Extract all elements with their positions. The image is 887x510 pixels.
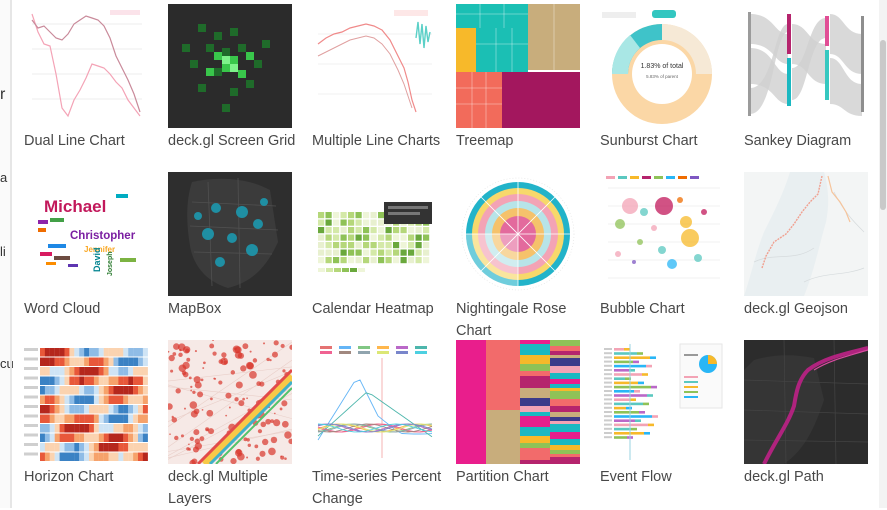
gallery-card-title: Calendar Heatmap xyxy=(312,301,434,317)
calendar-heatmap-thumbnail xyxy=(312,172,436,296)
gallery-card-bubble-chart[interactable]: Bubble Chart xyxy=(600,172,724,332)
gallery-card-title: Horizon Chart xyxy=(24,469,114,485)
gallery-card-deckgl-screen-grid[interactable]: deck.gl Screen Grid xyxy=(168,4,295,164)
sunburst-chart-thumbnail: 1.83% of total 5.83% of parent xyxy=(600,4,724,128)
gallery-card-title: MapBox xyxy=(168,301,222,317)
event-flow-thumbnail xyxy=(600,340,724,464)
gallery-card-title: Partition Chart xyxy=(456,469,549,485)
horizon-chart-thumbnail xyxy=(24,340,148,464)
bubble-chart-thumbnail xyxy=(600,172,724,296)
multiple-line-charts-thumbnail xyxy=(312,4,436,128)
left-panel-text-fragment: r xyxy=(0,86,6,103)
sankey-diagram-thumbnail xyxy=(744,4,868,128)
scrollbar-thumb[interactable] xyxy=(880,40,886,210)
gallery-card-deckgl-geojson[interactable]: deck.gl Geojson xyxy=(744,172,868,332)
page-scrollbar[interactable] xyxy=(879,0,887,508)
gallery-card-title: Multiple Line Charts xyxy=(312,133,441,149)
treemap-thumbnail xyxy=(456,4,580,128)
left-panel-text-fragment: a xyxy=(0,170,8,185)
time-series-percent-change-thumbnail xyxy=(312,340,436,464)
gallery-card-title: Dual Line Chart xyxy=(24,133,125,149)
gallery-card-deckgl-multiple-layers[interactable]: deck.gl Multiple Layers xyxy=(168,340,292,507)
dual-line-chart-thumbnail xyxy=(24,4,148,128)
mapbox-thumbnail xyxy=(168,172,292,296)
word-cloud-word: Jennifer xyxy=(84,245,115,254)
gallery-card-multiple-line-charts[interactable]: Multiple Line Charts xyxy=(312,4,440,164)
gallery-card-sankey-diagram[interactable]: Sankey Diagram xyxy=(744,4,868,164)
word-cloud-thumbnail: Michael Christopher Jennifer David Josep… xyxy=(24,172,148,296)
partition-chart-thumbnail xyxy=(456,340,580,464)
gallery-card-title: Sunburst Chart xyxy=(600,133,698,149)
gallery-card-nightingale-rose-chart[interactable]: Nightingale Rose Chart xyxy=(456,172,580,339)
nightingale-rose-chart-thumbnail xyxy=(456,172,580,296)
word-cloud-word: David xyxy=(92,247,102,272)
deckgl-screen-grid-thumbnail xyxy=(168,4,292,128)
word-cloud-word: Michael xyxy=(44,197,106,216)
gallery-card-partition-chart[interactable]: Partition Chart xyxy=(456,340,580,500)
sunburst-center-label: 1.83% of total xyxy=(641,63,684,70)
gallery-card-time-series-percent-change[interactable]: Time-series Percent Change xyxy=(312,340,441,507)
gallery-card-calendar-heatmap[interactable]: Calendar Heatmap xyxy=(312,172,436,332)
left-panel-text-fragment: li xyxy=(0,244,6,259)
sunburst-center-sublabel: 5.83% of parent xyxy=(646,74,679,79)
gallery-card-deckgl-path[interactable]: deck.gl Path xyxy=(744,340,868,500)
gallery-card-title: deck.gl Screen Grid xyxy=(168,133,296,149)
left-panel: r a li cu xyxy=(0,0,14,508)
gallery-card-sunburst-chart[interactable]: 1.83% of total 5.83% of parent Sunburst … xyxy=(600,4,724,164)
gallery-card-title: Word Cloud xyxy=(24,301,101,317)
word-cloud-word: Joseph xyxy=(107,251,114,276)
word-cloud-word: Christopher xyxy=(70,230,136,242)
panel-divider xyxy=(10,0,12,508)
gallery-card-event-flow[interactable]: Event Flow xyxy=(600,340,724,500)
deckgl-path-thumbnail xyxy=(744,340,868,464)
gallery-card-title: Event Flow xyxy=(600,469,672,485)
gallery-card-dual-line-chart[interactable]: Dual Line Chart xyxy=(24,4,148,164)
gallery-card-title: Bubble Chart xyxy=(600,301,685,317)
gallery-card-title: Treemap xyxy=(456,133,514,149)
gallery-card-title: deck.gl Multiple Layers xyxy=(168,469,268,507)
gallery-card-treemap[interactable]: Treemap xyxy=(456,4,580,164)
gallery-card-horizon-chart[interactable]: Horizon Chart xyxy=(24,340,148,500)
gallery-card-word-cloud[interactable]: Michael Christopher Jennifer David Josep… xyxy=(24,172,148,332)
gallery-card-title: Time-series Percent Change xyxy=(312,469,442,507)
deckgl-multiple-layers-thumbnail xyxy=(168,340,292,464)
gallery-card-title: deck.gl Path xyxy=(744,469,824,485)
gallery-card-title: Nightingale Rose Chart xyxy=(456,301,567,339)
gallery-card-title: deck.gl Geojson xyxy=(744,301,848,317)
gallery-card-title: Sankey Diagram xyxy=(744,133,852,149)
deckgl-geojson-thumbnail xyxy=(744,172,868,296)
gallery-card-mapbox[interactable]: MapBox xyxy=(168,172,292,332)
